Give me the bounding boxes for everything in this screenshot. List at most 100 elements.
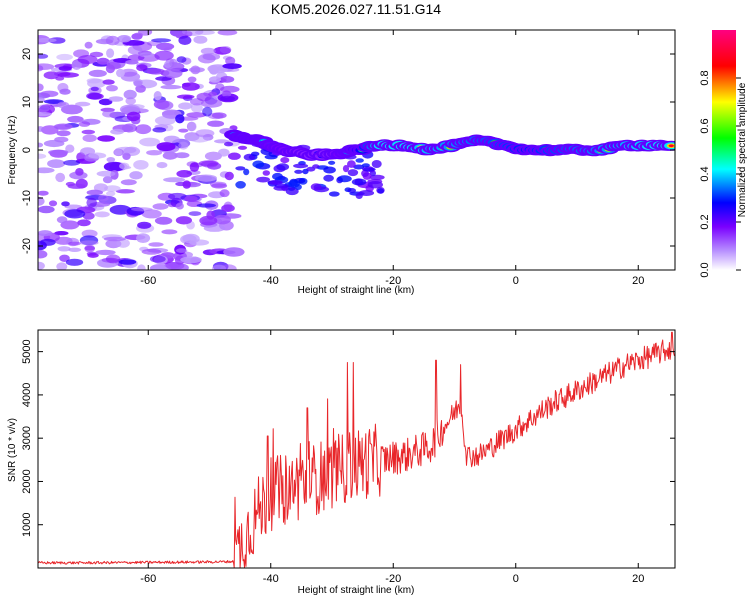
heatmap-blob: [94, 211, 110, 218]
heatmap-blob: [209, 76, 221, 83]
heatmap-blob: [235, 181, 246, 189]
heatmap-blob: [156, 42, 175, 51]
x-tick-label: -60: [140, 573, 156, 585]
heatmap-blob: [79, 240, 99, 246]
heatmap-blob: [98, 194, 109, 202]
heatmap-blob: [252, 160, 265, 168]
y-tick-label: 5000: [21, 339, 33, 363]
heatmap-blob: [361, 169, 369, 177]
heatmap-blob: [184, 195, 198, 202]
heatmap-blob: [84, 244, 95, 253]
heatmap-blob: [96, 170, 116, 177]
heatmap-blob: [38, 196, 45, 206]
heatmap-blob: [95, 249, 116, 256]
x-tick-label: 0: [513, 573, 519, 585]
heatmap-blob: [38, 190, 49, 196]
heatmap-blob: [56, 262, 68, 270]
heatmap-blob: [137, 221, 152, 229]
heatmap-blob: [189, 162, 200, 172]
heatmap-blob: [221, 204, 235, 212]
heatmap-blob: [353, 164, 365, 170]
heatmap-blob: [186, 112, 207, 118]
heatmap-blob: [119, 162, 130, 170]
heatmap-blob: [135, 124, 152, 135]
heatmap-blob: [86, 189, 104, 196]
y-tick-label: 20: [21, 48, 33, 60]
snr-x-ticks: -60 -40 -20 0 20: [140, 330, 644, 585]
heatmap-blob: [220, 95, 235, 102]
heatmap-blob: [195, 129, 215, 138]
heatmap-blob: [323, 166, 336, 174]
heatmap-blob: [38, 250, 48, 259]
heatmap-blob: [139, 137, 161, 147]
heatmap-blob: [200, 47, 216, 55]
heatmap-x-label: Height of straight line (km): [298, 285, 415, 296]
heatmap-blob: [106, 157, 116, 163]
heatmap-blob: [217, 30, 238, 36]
heatmap-blob: [362, 167, 376, 172]
heatmap-blob: [38, 230, 53, 237]
heatmap-blob: [155, 76, 172, 81]
heatmap-blob: [82, 212, 95, 220]
heatmap-blob: [47, 159, 66, 169]
heatmap-blob: [196, 92, 212, 102]
heatmap-blob: [178, 128, 189, 133]
heatmap-blob: [219, 76, 235, 83]
heatmap-blob: [75, 178, 88, 189]
heatmap-blob: [38, 97, 45, 103]
colorbar-label: Normalized spectral amplitude: [737, 82, 748, 217]
heatmap-blob: [197, 53, 216, 64]
heatmap-blob: [228, 152, 241, 160]
heatmap-blob: [256, 176, 270, 183]
heatmap-blob: [203, 224, 226, 232]
heatmap-blob: [56, 53, 73, 61]
heatmap-blob: [38, 126, 45, 132]
heatmap-blob: [174, 152, 190, 159]
colorbar-tick-label: 0.0: [699, 262, 711, 277]
heatmap-blob: [57, 82, 69, 93]
x-tick-label: -40: [263, 275, 279, 287]
heatmap-blob: [243, 168, 250, 176]
heatmap-blob: [136, 64, 148, 72]
heatmap-blob: [377, 188, 384, 194]
heatmap-blob: [223, 247, 245, 257]
heatmap-blob: [355, 158, 364, 163]
heatmap-blob: [218, 148, 230, 157]
heatmap-blob: [176, 170, 192, 178]
heatmap-blob: [68, 241, 81, 246]
colorbar: 0.0 0.2 0.4 0.6 0.8 Normalized spectral ampl…: [699, 30, 748, 278]
heatmap-blob: [162, 151, 178, 160]
heatmap-blob: [64, 209, 86, 219]
heatmap-blob: [117, 35, 132, 43]
heatmap-blob: [178, 102, 193, 110]
heatmap-blob: [161, 229, 178, 235]
heatmap-blob: [127, 45, 143, 55]
heatmap-blob: [81, 129, 96, 135]
colorbar-tick-label: 0.4: [699, 166, 711, 181]
snr-y-label: SNR (10 * v/v): [7, 418, 18, 482]
heatmap-blob: [220, 85, 240, 93]
heatmap-blob: [40, 90, 59, 98]
heatmap-blob: [38, 167, 55, 174]
heatmap-blob: [123, 89, 137, 100]
snr-y-ticks: 1000 2000 3000 4000 5000: [21, 339, 675, 537]
heatmap-blob: [178, 141, 189, 150]
heatmap-blob: [105, 35, 120, 46]
heatmap-blob: [62, 64, 73, 70]
heatmap-blob: [188, 211, 202, 217]
heatmap-blob: [103, 161, 125, 172]
heatmap-blob: [136, 233, 151, 244]
heatmap-blob: [77, 219, 91, 227]
heatmap-blob: [53, 123, 73, 130]
heatmap-cells: [38, 30, 675, 270]
heatmap-blob: [78, 121, 91, 127]
heatmap-blob: [294, 169, 303, 174]
heatmap-blob: [102, 176, 113, 184]
colorbar-gradient: [712, 30, 736, 270]
heatmap-blob: [222, 63, 242, 69]
heatmap-blob: [57, 101, 70, 109]
heatmap-blob: [211, 112, 227, 119]
heatmap-blob: [213, 214, 231, 225]
heatmap-blob: [38, 142, 44, 148]
